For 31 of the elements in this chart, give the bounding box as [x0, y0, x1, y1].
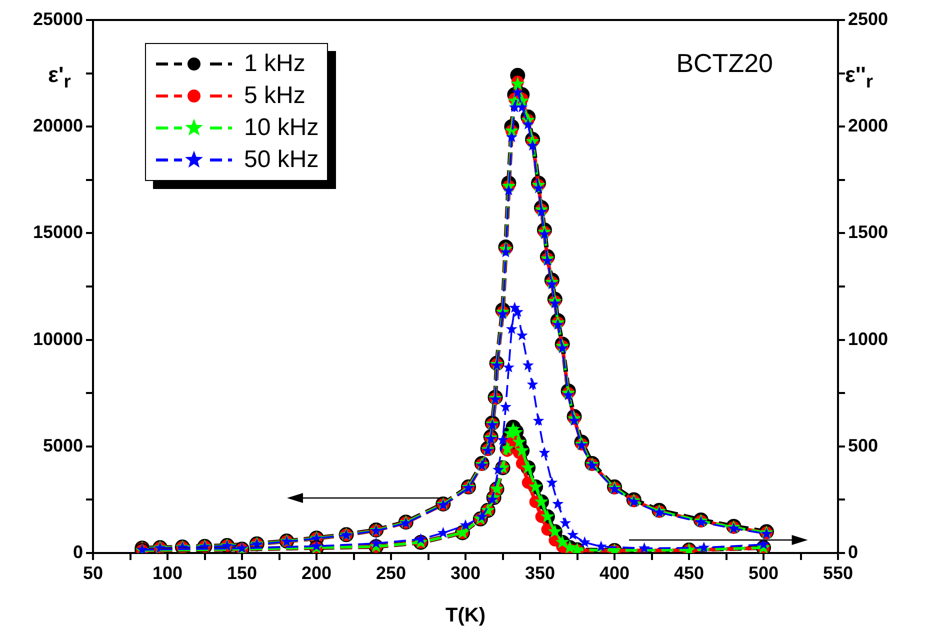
legend-label: 10 kHz [244, 114, 319, 142]
y2-tick-label: 2500 [848, 8, 888, 29]
y2-tick-label: 500 [848, 435, 878, 456]
x-tick-label: 550 [822, 562, 854, 583]
y-tick-label: 25000 [32, 8, 83, 29]
x-tick-label: 150 [226, 562, 258, 583]
legend-label: 1 kHz [244, 50, 306, 78]
legend-label: 5 kHz [244, 82, 306, 110]
y-tick-label: 0 [72, 542, 83, 562]
x-tick-label: 350 [524, 562, 556, 583]
y2-tick-label: 2000 [848, 116, 888, 136]
x-tick-label: 450 [674, 562, 704, 583]
x-axis-title: T(K) [446, 604, 486, 627]
legend-label: 50 kHz [244, 146, 319, 174]
x-tick-label: 300 [450, 562, 481, 583]
x-tick-label: 400 [599, 562, 630, 583]
y-tick-label: 5000 [42, 435, 83, 456]
y2-tick-label: 1000 [848, 328, 888, 349]
y-tick-label: 20000 [32, 116, 83, 136]
x-tick-label: 250 [376, 562, 406, 583]
y2-axis-title: ε''$_{r}$ [845, 62, 874, 92]
x-tick-label: 100 [152, 562, 183, 583]
x-tick-label: 200 [301, 562, 332, 583]
x-tick-label: 50 [82, 562, 104, 583]
annotation: BCTZ20 [676, 48, 773, 78]
y-axis-title: ε'$_{r}$ [48, 62, 71, 92]
y-tick-label: 10000 [32, 328, 83, 349]
y-tick-label: 15000 [32, 222, 83, 242]
y2-tick-label: 0 [848, 542, 858, 562]
x-tick-label: 500 [748, 562, 779, 583]
y2-tick-label: 1500 [848, 222, 888, 242]
